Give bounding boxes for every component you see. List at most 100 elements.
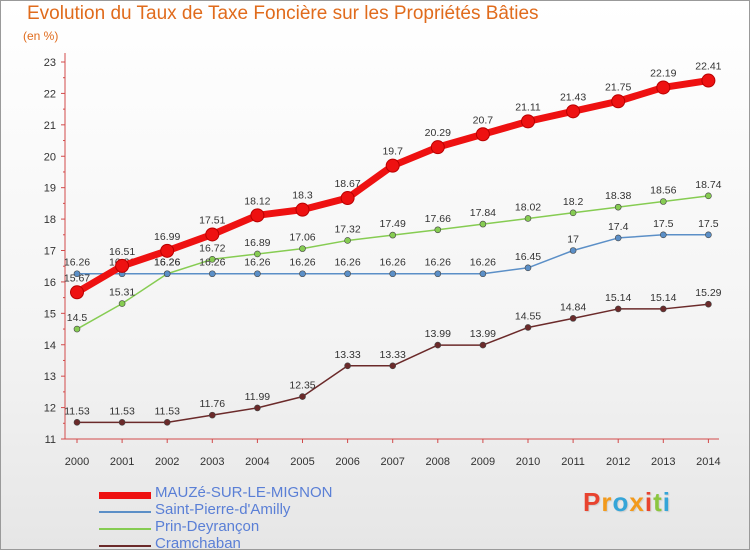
data-point: [70, 285, 84, 300]
y-tick-label: 15: [44, 308, 56, 320]
data-point: [569, 209, 577, 217]
data-point: [659, 231, 667, 239]
data-point: [73, 270, 81, 278]
y-tick-label: 13: [44, 371, 56, 383]
data-point: [299, 270, 306, 278]
data-point: [614, 234, 622, 242]
data-label: 16.45: [515, 251, 541, 263]
data-label: 16.26: [470, 257, 496, 269]
data-point: [389, 270, 397, 278]
data-point: [479, 341, 487, 349]
data-point: [254, 270, 261, 278]
legend-swatch: [99, 528, 151, 530]
y-tick-label: 12: [44, 403, 56, 415]
data-label: 15.31: [109, 287, 135, 299]
data-point: [701, 73, 716, 88]
data-label: 13.99: [425, 328, 451, 340]
data-label: 14.5: [67, 312, 88, 324]
series-saint-pierre-d-amilly: 16.26 16.26 16.26 16.26 16.26 16.26 16.26 16.26…: [64, 218, 719, 278]
data-label: 17.4: [608, 221, 629, 233]
data-point: [389, 231, 397, 239]
x-tick-label: 2003: [200, 456, 224, 468]
data-point: [430, 140, 445, 155]
series-mauze-sur-le-mignon: 15.67 16.51 16.99 17.51 18.12 18.3 18.67 19.7 20…: [64, 61, 722, 300]
data-point: [705, 231, 712, 239]
legend-label: Saint-Pierre-d'Amilly: [155, 501, 291, 518]
data-label: 17: [567, 234, 579, 246]
data-label: 14.55: [515, 310, 541, 322]
y-tick-label: 17: [44, 246, 56, 258]
y-tick-label: 21: [44, 120, 56, 132]
x-tick-label: 2007: [380, 456, 404, 468]
data-label: 18.3: [292, 190, 313, 202]
data-point: [434, 270, 442, 278]
data-point: [118, 300, 126, 307]
data-label: 13.99: [470, 328, 496, 340]
data-label: 11.53: [64, 405, 90, 417]
data-label: 16.26: [64, 257, 90, 269]
data-point: [163, 419, 171, 426]
data-label: 16.26: [199, 257, 225, 269]
data-label: 22.19: [650, 67, 676, 79]
data-label: 19.7: [382, 146, 403, 158]
data-label: 16.99: [154, 231, 180, 243]
data-point: [524, 324, 532, 331]
x-tick-label: 2014: [696, 456, 720, 468]
x-tick-label: 2011: [561, 456, 585, 468]
data-point: [479, 270, 487, 278]
data-point: [205, 227, 220, 242]
data-label: 18.74: [695, 179, 721, 191]
y-tick-label: 18: [44, 214, 56, 226]
y-axis-unit-label: (en %): [23, 29, 59, 43]
data-point: [705, 300, 712, 308]
data-label: 11.53: [109, 405, 135, 417]
data-label: 16.26: [334, 257, 360, 269]
data-label: 18.56: [650, 184, 676, 196]
data-label: 13.33: [380, 349, 406, 361]
x-tick-label: 2010: [516, 456, 540, 468]
legend-label: Cramchaban: [155, 535, 241, 552]
x-tick-label: 2009: [471, 456, 495, 468]
y-tick-label: 20: [44, 151, 56, 163]
legend-swatch: [99, 511, 151, 513]
y-tick-label: 14: [44, 340, 56, 352]
data-label: 17.51: [199, 214, 225, 226]
data-label: 17.06: [289, 232, 315, 244]
data-point: [524, 264, 532, 272]
series-cramchaban: 11.53 11.53 11.53 11.76 11.99 12.35 13.33 13.33…: [64, 287, 722, 426]
data-label: 17.66: [425, 213, 451, 225]
data-point: [209, 255, 216, 263]
data-point: [569, 247, 577, 254]
x-tick-label: 2005: [290, 456, 314, 468]
data-point: [611, 94, 626, 109]
data-label: 21.11: [515, 101, 541, 113]
data-point: [434, 341, 442, 349]
data-point: [475, 127, 490, 142]
data-label: 16.26: [154, 257, 180, 269]
data-point: [73, 419, 81, 426]
data-label: 18.67: [334, 178, 360, 190]
data-point: [566, 104, 581, 119]
data-point: [705, 192, 712, 200]
data-label: 21.75: [605, 81, 631, 93]
data-label: 22.41: [695, 61, 721, 73]
y-tick-label: 16: [44, 277, 56, 289]
data-label: 15.14: [605, 292, 631, 304]
data-point: [614, 305, 622, 313]
data-point: [73, 325, 81, 333]
x-tick-label: 2002: [155, 456, 179, 468]
x-tick-label: 2013: [651, 456, 675, 468]
legend-label: Prin-Deyrançon: [155, 518, 260, 535]
data-label: 16.26: [380, 257, 406, 269]
data-point: [659, 305, 667, 313]
data-label: 11.99: [245, 391, 271, 403]
data-point: [434, 226, 442, 234]
data-label: 12.35: [289, 380, 315, 392]
data-point: [209, 270, 216, 278]
data-label: 17.32: [334, 223, 360, 235]
data-label: 16.26: [425, 257, 451, 269]
data-point: [344, 362, 351, 370]
data-label: 16.26: [154, 257, 180, 269]
data-point: [115, 258, 130, 273]
